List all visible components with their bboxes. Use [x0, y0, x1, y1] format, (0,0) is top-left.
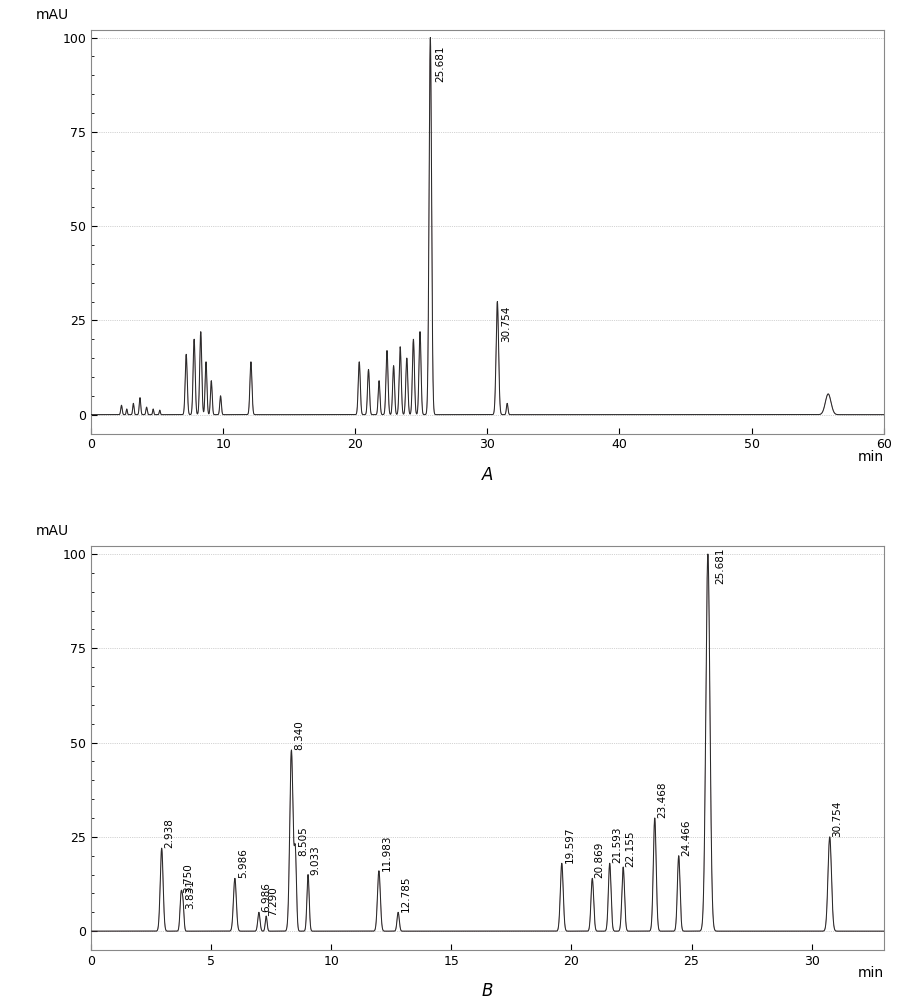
Text: 25.681: 25.681: [435, 45, 445, 82]
Text: 5.986: 5.986: [238, 848, 248, 878]
Text: 11.983: 11.983: [382, 834, 392, 871]
Text: 21.593: 21.593: [612, 827, 622, 863]
Text: 8.340: 8.340: [294, 720, 304, 750]
Text: 20.869: 20.869: [595, 842, 605, 878]
Text: 6.986: 6.986: [261, 882, 271, 912]
Text: A: A: [482, 466, 493, 484]
Text: 8.505: 8.505: [298, 826, 308, 856]
Text: 2.938: 2.938: [165, 818, 175, 848]
Text: 3.750: 3.750: [184, 864, 193, 893]
Text: 9.033: 9.033: [310, 845, 320, 875]
Text: mAU: mAU: [36, 524, 68, 538]
Text: min: min: [857, 966, 884, 980]
Text: 22.155: 22.155: [626, 831, 636, 867]
Text: B: B: [482, 982, 493, 1000]
Text: 12.785: 12.785: [401, 876, 411, 912]
Text: 30.754: 30.754: [501, 305, 511, 342]
Text: 24.466: 24.466: [681, 819, 691, 856]
Text: 3.831: 3.831: [185, 879, 195, 909]
Text: 23.468: 23.468: [658, 782, 668, 818]
Text: 19.597: 19.597: [565, 827, 575, 863]
Text: mAU: mAU: [36, 8, 68, 22]
Text: min: min: [857, 450, 884, 464]
Text: 25.681: 25.681: [715, 548, 725, 584]
Text: 30.754: 30.754: [833, 800, 843, 837]
Text: 7.290: 7.290: [268, 886, 278, 916]
